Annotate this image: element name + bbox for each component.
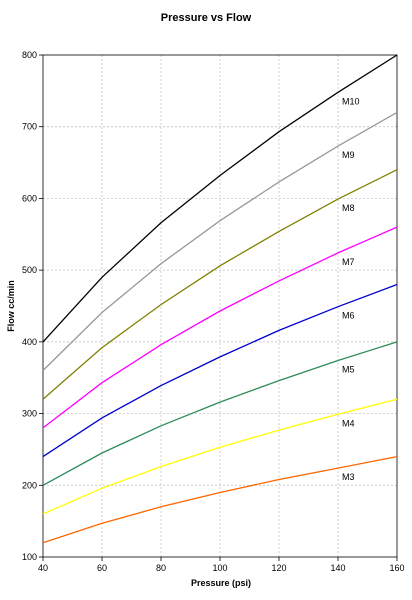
series-labels: M10 M9 M8 M7 M6 M5 M4 M3	[342, 96, 360, 482]
series-line-m7	[42, 226, 398, 429]
series-label-m5: M5	[342, 365, 355, 375]
series-line-m8	[42, 169, 398, 400]
series-label-m10: M10	[342, 96, 360, 106]
series-label-m7: M7	[342, 257, 355, 267]
x-tick-label: 80	[156, 563, 166, 573]
series-label-m6: M6	[342, 311, 355, 321]
y-tick-label: 500	[22, 265, 37, 275]
grid-lines	[43, 55, 397, 557]
x-tick-label: 160	[389, 563, 404, 573]
series-line-m4	[42, 398, 398, 515]
y-axis-ticks: 100 200 300 400 500 600 700 800	[22, 50, 43, 562]
series-label-m3: M3	[342, 472, 355, 482]
x-tick-label: 40	[38, 563, 48, 573]
series-line-m3	[42, 455, 398, 544]
series-label-m9: M9	[342, 150, 355, 160]
y-axis-label: Flow cc/min	[6, 280, 16, 332]
y-tick-label: 700	[22, 122, 37, 132]
series-line-m6	[42, 283, 398, 458]
series-line-m9	[42, 111, 398, 371]
y-tick-label: 400	[22, 337, 37, 347]
y-tick-label: 800	[22, 50, 37, 60]
chart-title: Pressure vs Flow	[161, 12, 252, 24]
series-line-m10	[42, 54, 398, 343]
series-line-m5	[42, 341, 398, 486]
x-tick-label: 140	[330, 563, 345, 573]
x-tick-label: 120	[271, 563, 286, 573]
x-axis-ticks: 40 60 80 100 120 140 160	[38, 557, 405, 573]
y-tick-label: 200	[22, 480, 37, 490]
y-tick-label: 300	[22, 409, 37, 419]
x-tick-label: 100	[212, 563, 227, 573]
x-tick-label: 60	[97, 563, 107, 573]
x-axis-label: Pressure (psi)	[191, 578, 251, 588]
y-tick-label: 100	[22, 552, 37, 562]
series-label-m8: M8	[342, 203, 355, 213]
series-lines	[42, 54, 398, 544]
y-tick-label: 600	[22, 193, 37, 203]
series-label-m4: M4	[342, 418, 355, 428]
